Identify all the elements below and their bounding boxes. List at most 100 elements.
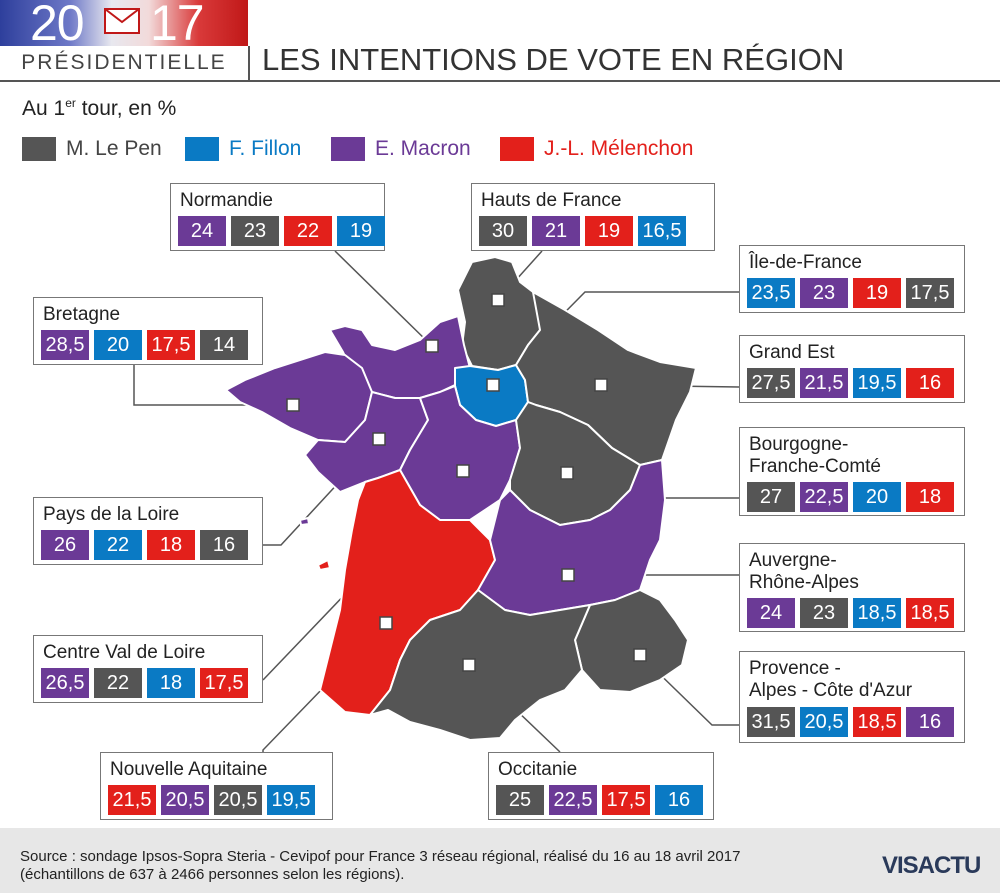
region-values: 31,5 20,5 18,5 16 [747, 707, 954, 737]
subtitle-sup: er [65, 96, 76, 110]
region-box-hauts-de-france: Hauts de France 30 21 19 16,5 [471, 183, 715, 251]
region-box-bourgogne-franche-comte: Bourgogne- Franche-Comté 27 22,5 20 18 [739, 427, 965, 516]
region-values: 28,5 20 17,5 14 [41, 330, 248, 360]
vote-value-melenchon: 16 [906, 368, 954, 398]
region-values: 23,5 23 19 17,5 [747, 278, 954, 308]
vote-value-melenchon: 18 [147, 530, 195, 560]
legend-label: E. Macron [375, 137, 471, 160]
vote-value-le-pen: 20,5 [214, 785, 262, 815]
region-box-ile-de-france: Île-de-France 23,5 23 19 17,5 [739, 245, 965, 313]
vote-value-macron: 24 [747, 598, 795, 628]
region-name-line1: Provence - [749, 658, 841, 679]
header-divider [248, 46, 250, 80]
region-box-occitanie: Occitanie 25 22,5 17,5 16 [488, 752, 714, 820]
vote-value-le-pen: 23 [800, 598, 848, 628]
legend-item-fillon: F. Fillon [185, 136, 301, 162]
vote-value-fillon: 20 [853, 482, 901, 512]
region-marker-centre-val-de-loire [456, 464, 470, 478]
election-logo: 20 17 PRÉSIDENTIELLE [0, 0, 248, 80]
vote-value-fillon: 18 [147, 668, 195, 698]
subtitle-suffix: tour, en % [75, 97, 177, 120]
vote-value-le-pen: 31,5 [747, 707, 795, 737]
vote-value-melenchon: 18,5 [853, 707, 901, 737]
logo-label: PRÉSIDENTIELLE [21, 51, 227, 74]
island-shape [299, 517, 310, 526]
region-marker-normandie [425, 339, 439, 353]
vote-value-le-pen: 27,5 [747, 368, 795, 398]
leader-line-bretagne [133, 365, 293, 406]
region-marker-bretagne [286, 398, 300, 412]
vote-value-melenchon: 17,5 [602, 785, 650, 815]
region-marker-hauts-de-france [491, 293, 505, 307]
vote-value-le-pen: 25 [496, 785, 544, 815]
region-name: Pays de la Loire [43, 504, 180, 525]
region-marker-bourgogne [560, 466, 574, 480]
legend-item-melenchon: J.-L. Mélenchon [500, 136, 693, 162]
region-box-auvergne-rhone-alpes: Auvergne- Rhône-Alpes 24 23 18,5 18,5 [739, 543, 965, 632]
region-values: 24 23 22 19 [178, 216, 385, 246]
vote-value-le-pen: 22 [94, 668, 142, 698]
vote-value-melenchon: 17,5 [147, 330, 195, 360]
vote-value-fillon: 18,5 [853, 598, 901, 628]
vote-value-macron: 21,5 [800, 368, 848, 398]
legend-label: M. Le Pen [66, 137, 162, 160]
region-marker-ile-de-france [486, 378, 500, 392]
region-values: 26,5 22 18 17,5 [41, 668, 248, 698]
legend-item-macron: E. Macron [331, 136, 471, 162]
region-values: 25 22,5 17,5 16 [496, 785, 703, 815]
subtitle-prefix: Au 1 [22, 97, 66, 120]
vote-value-melenchon: 22 [284, 216, 332, 246]
vote-value-fillon: 23,5 [747, 278, 795, 308]
region-name-line1: Bourgogne- [749, 434, 849, 455]
region-values: 24 23 18,5 18,5 [747, 598, 954, 628]
legend-item-le-pen: M. Le Pen [22, 136, 162, 162]
region-name: Hauts de France [481, 190, 622, 211]
legend-label: F. Fillon [229, 137, 302, 160]
region-name: Centre Val de Loire [43, 642, 206, 663]
vote-value-fillon: 22 [94, 530, 142, 560]
vote-value-macron: 26 [41, 530, 89, 560]
region-name-line1: Auvergne- [749, 550, 837, 571]
region-marker-paca [633, 648, 647, 662]
region-values: 21,5 20,5 20,5 19,5 [108, 785, 315, 815]
region-values: 26 22 18 16 [41, 530, 248, 560]
legend-swatch-le-pen [22, 137, 56, 161]
vote-value-macron: 20,5 [161, 785, 209, 815]
region-name: Île-de-France [749, 252, 862, 273]
legend-label: J.-L. Mélenchon [544, 137, 694, 160]
vote-value-melenchon: 18,5 [906, 598, 954, 628]
region-name: Normandie [180, 190, 273, 211]
region-shape-bretagne [225, 351, 373, 443]
vote-value-fillon: 19,5 [267, 785, 315, 815]
region-marker-pays-de-la-loire [372, 432, 386, 446]
vote-value-macron: 16 [906, 707, 954, 737]
vote-value-macron: 22,5 [549, 785, 597, 815]
vote-value-le-pen: 17,5 [906, 278, 954, 308]
region-marker-grand-est [594, 378, 608, 392]
region-marker-nouvelle-aquitaine [379, 616, 393, 630]
page-title: LES INTENTIONS DE VOTE EN RÉGION [262, 42, 845, 77]
vote-value-melenchon: 19 [853, 278, 901, 308]
vote-value-melenchon: 17,5 [200, 668, 248, 698]
vote-value-le-pen: 16 [200, 530, 248, 560]
region-marker-occitanie [462, 658, 476, 672]
legend-swatch-macron [331, 137, 365, 161]
island-shape [317, 559, 331, 571]
region-box-nouvelle-aquitaine: Nouvelle Aquitaine 21,5 20,5 20,5 19,5 [100, 752, 333, 820]
region-name: Nouvelle Aquitaine [110, 759, 268, 780]
region-shape-occitanie [369, 589, 591, 741]
region-box-centre-val-de-loire: Centre Val de Loire 26,5 22 18 17,5 [33, 635, 263, 703]
vote-value-macron: 28,5 [41, 330, 89, 360]
region-shape-paca [574, 589, 689, 693]
legend-swatch-fillon [185, 137, 219, 161]
vote-value-fillon: 20,5 [800, 707, 848, 737]
subtitle: Au 1er tour, en % [22, 96, 176, 121]
vote-value-macron: 23 [800, 278, 848, 308]
region-box-grand-est: Grand Est 27,5 21,5 19,5 16 [739, 335, 965, 403]
vote-value-le-pen: 30 [479, 216, 527, 246]
vote-value-melenchon: 19 [585, 216, 633, 246]
header-rule [0, 80, 1000, 82]
logo-year-right: 17 [150, 0, 205, 51]
region-values: 30 21 19 16,5 [479, 216, 686, 246]
